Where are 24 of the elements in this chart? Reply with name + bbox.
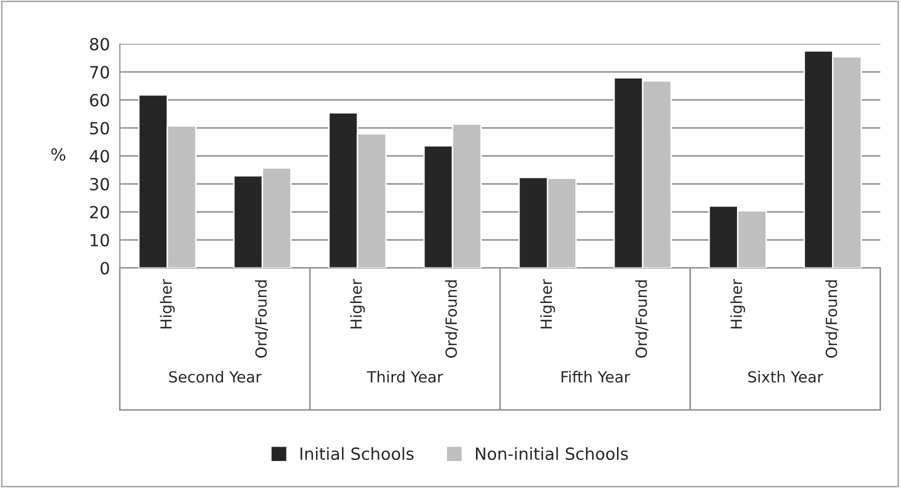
text: Fifth Year (562, 370, 630, 383)
y-tick-label: 30 (90, 178, 110, 190)
y-tick-label: 40 (90, 150, 110, 162)
legend-label: Non-initial Schools (476, 447, 628, 460)
x-tick-label: Ord/Found (825, 280, 838, 358)
x-tick-label: Ord/Found (445, 280, 458, 358)
x-tick-label: Higher (350, 279, 365, 328)
y-tick-label: 20 (90, 206, 110, 218)
x-tick-label: Ord/Found (255, 280, 268, 358)
x-tick-label: Higher (730, 279, 746, 328)
text: Third Year (366, 370, 444, 383)
x-tick-label: Higher (540, 279, 555, 328)
text: Sixth Year (748, 370, 824, 383)
x-tick-label: Ord/Found (635, 280, 648, 358)
y-axis-title: % (51, 148, 66, 161)
y-tick-label: 80 (90, 38, 110, 50)
text: Second Year (169, 370, 262, 383)
y-tick-label: 10 (90, 234, 110, 246)
y-tick-label: 70 (90, 66, 110, 78)
y-tick-label: 60 (90, 94, 110, 106)
y-tick-label: 0 (100, 262, 110, 274)
y-tick-label: 50 (90, 122, 110, 134)
x-tick-label: Higher (160, 279, 175, 328)
legend-label: Initial Schools (300, 447, 414, 460)
